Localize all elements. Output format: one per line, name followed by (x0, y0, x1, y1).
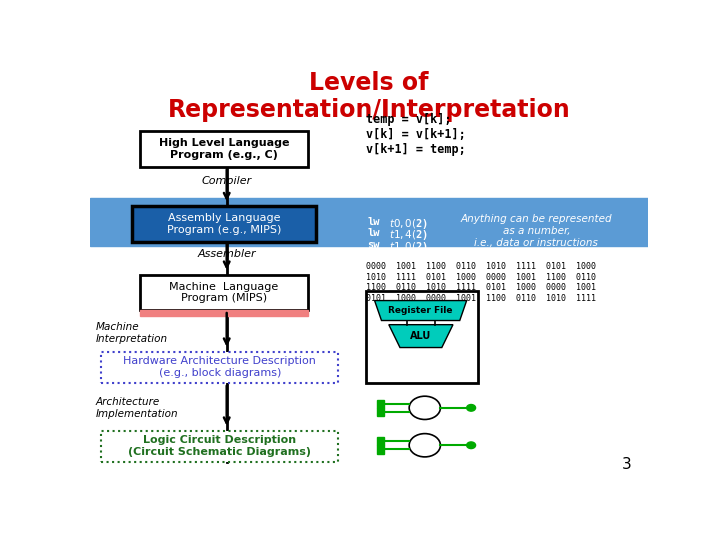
FancyBboxPatch shape (140, 131, 307, 167)
Text: $t1, 4($2): $t1, 4($2) (389, 228, 428, 242)
Bar (377, 446, 384, 454)
Polygon shape (374, 301, 467, 321)
FancyBboxPatch shape (101, 352, 338, 383)
FancyBboxPatch shape (140, 275, 307, 310)
FancyBboxPatch shape (132, 206, 316, 241)
Bar (377, 400, 384, 408)
Circle shape (409, 396, 441, 420)
Text: Anything can be represented
as a number,
i.e., data or instructions: Anything can be represented as a number,… (461, 214, 612, 248)
Text: 0000  1001  1100  0110  1010  1111  0101  1000
1010  1111  0101  1000  0000  100: 0000 1001 1100 0110 1010 1111 0101 1000 … (366, 262, 596, 302)
Text: Assembler: Assembler (197, 249, 256, 259)
Circle shape (467, 442, 476, 449)
Text: 3: 3 (621, 457, 631, 472)
Bar (90, 198, 648, 246)
Text: Compiler: Compiler (202, 176, 252, 186)
Text: $t0, 4($2): $t0, 4($2) (389, 252, 428, 266)
Bar (140, 310, 307, 316)
Text: Levels of
Representation/Interpretation: Levels of Representation/Interpretation (168, 71, 570, 122)
Text: High Level Language
Program (e.g., C): High Level Language Program (e.g., C) (158, 138, 289, 160)
Text: Architecture
Implementation: Architecture Implementation (96, 397, 179, 418)
Polygon shape (389, 325, 453, 348)
FancyBboxPatch shape (101, 431, 338, 462)
Text: sw: sw (367, 252, 380, 261)
Bar (377, 408, 384, 416)
Text: ALU: ALU (410, 331, 431, 341)
Text: $t1, 0($2): $t1, 0($2) (389, 240, 428, 254)
Text: $t0, 0($2): $t0, 0($2) (389, 217, 428, 231)
Text: lw: lw (367, 228, 380, 238)
Text: Machine
Interpretation: Machine Interpretation (96, 322, 168, 344)
Text: Register File: Register File (388, 306, 453, 315)
Circle shape (409, 434, 441, 457)
Circle shape (467, 404, 476, 411)
Bar (366, 292, 478, 383)
Text: Hardware Architecture Description
(e.g., block diagrams): Hardware Architecture Description (e.g.,… (123, 356, 316, 378)
Bar (377, 437, 384, 445)
Text: Assembly Language
Program (e.g., MIPS): Assembly Language Program (e.g., MIPS) (167, 213, 281, 235)
Text: Machine  Language
Program (MIPS): Machine Language Program (MIPS) (169, 282, 279, 303)
Text: temp = v[k];
v[k] = v[k+1];
v[k+1] = temp;: temp = v[k]; v[k] = v[k+1]; v[k+1] = tem… (366, 113, 466, 156)
Text: sw: sw (367, 240, 380, 250)
Text: lw: lw (367, 217, 380, 227)
Text: Logic Circuit Description
(Circuit Schematic Diagrams): Logic Circuit Description (Circuit Schem… (128, 435, 311, 457)
